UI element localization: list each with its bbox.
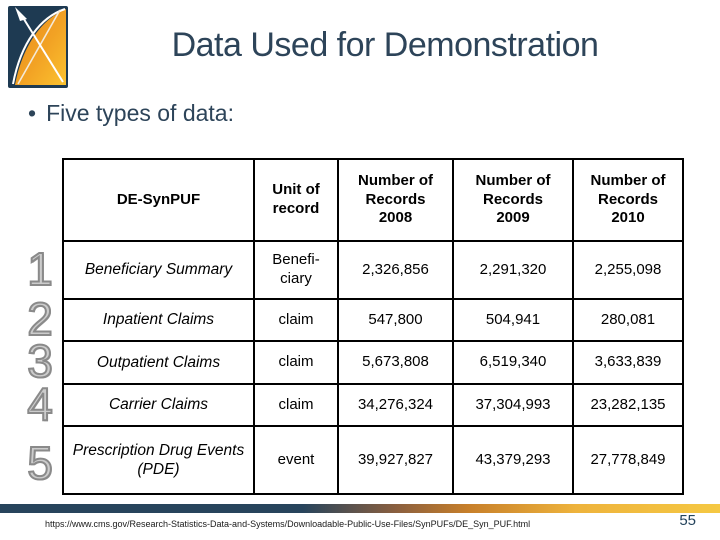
- unit-cell: claim: [253, 298, 339, 342]
- data-table: DE-SynPUF Unit of record Number of Recor…: [62, 158, 684, 495]
- row-number-4: 4: [26, 378, 54, 430]
- records-2008-cell: 5,673,808: [337, 340, 454, 385]
- records-2008-cell: 547,800: [337, 298, 454, 342]
- records-2010-cell: 23,282,135: [572, 383, 684, 427]
- records-2009-cell: 37,304,993: [452, 383, 574, 427]
- row-number-2: 2: [26, 293, 54, 345]
- records-2009-cell: 2,291,320: [452, 240, 574, 300]
- records-2010-cell: 3,633,839: [572, 340, 684, 385]
- row-label: Carrier Claims: [62, 383, 255, 427]
- column-header-dataset: DE-SynPUF: [62, 158, 255, 242]
- records-2008-cell: 39,927,827: [337, 425, 454, 495]
- bullet-icon: •: [28, 100, 37, 126]
- table-header-row: DE-SynPUF Unit of record Number of Recor…: [62, 158, 684, 242]
- bullet-line: • Five types of data:: [28, 100, 234, 127]
- unit-cell: claim: [253, 383, 339, 427]
- row-label: Inpatient Claims: [62, 298, 255, 342]
- column-header-records-2009: Number of Records 2009: [452, 158, 574, 242]
- records-2010-cell: 280,081: [572, 298, 684, 342]
- table-row: Carrier Claims claim 34,276,324 37,304,9…: [62, 383, 684, 427]
- records-2010-cell: 27,778,849: [572, 425, 684, 495]
- records-2008-cell: 34,276,324: [337, 383, 454, 427]
- column-header-unit: Unit of record: [253, 158, 339, 242]
- page-number: 55: [679, 512, 696, 529]
- slide-title: Data Used for Demonstration: [171, 26, 599, 64]
- table-row: Beneficiary Summary Benefi-ciary 2,326,8…: [62, 240, 684, 300]
- source-url: https://www.cms.gov/Research-Statistics-…: [45, 519, 531, 529]
- records-2008-cell: 2,326,856: [337, 240, 454, 300]
- row-label: Prescription Drug Events (PDE): [62, 425, 255, 495]
- column-header-records-2008: Number of Records 2008: [337, 158, 454, 242]
- row-number-3: 3: [26, 335, 54, 387]
- crossed-arrows-logo-icon: [8, 6, 68, 88]
- row-label: Beneficiary Summary: [62, 240, 255, 300]
- row-label: Outpatient Claims: [62, 340, 255, 385]
- table-row: Outpatient Claims claim 5,673,808 6,519,…: [62, 340, 684, 385]
- records-2009-cell: 43,379,293: [452, 425, 574, 495]
- unit-cell: Benefi-ciary: [253, 240, 339, 300]
- divider-bar: [0, 504, 720, 513]
- company-logo: [8, 6, 68, 88]
- bullet-text: Five types of data:: [46, 100, 234, 126]
- row-number-1: 1: [26, 243, 54, 295]
- records-2010-cell: 2,255,098: [572, 240, 684, 300]
- unit-cell: claim: [253, 340, 339, 385]
- records-2009-cell: 504,941: [452, 298, 574, 342]
- unit-cell: event: [253, 425, 339, 495]
- records-2009-cell: 6,519,340: [452, 340, 574, 385]
- table-row: Prescription Drug Events (PDE) event 39,…: [62, 425, 684, 495]
- table-row: Inpatient Claims claim 547,800 504,941 2…: [62, 298, 684, 342]
- row-number-5: 5: [26, 437, 54, 489]
- column-header-records-2010: Number of Records 2010: [572, 158, 684, 242]
